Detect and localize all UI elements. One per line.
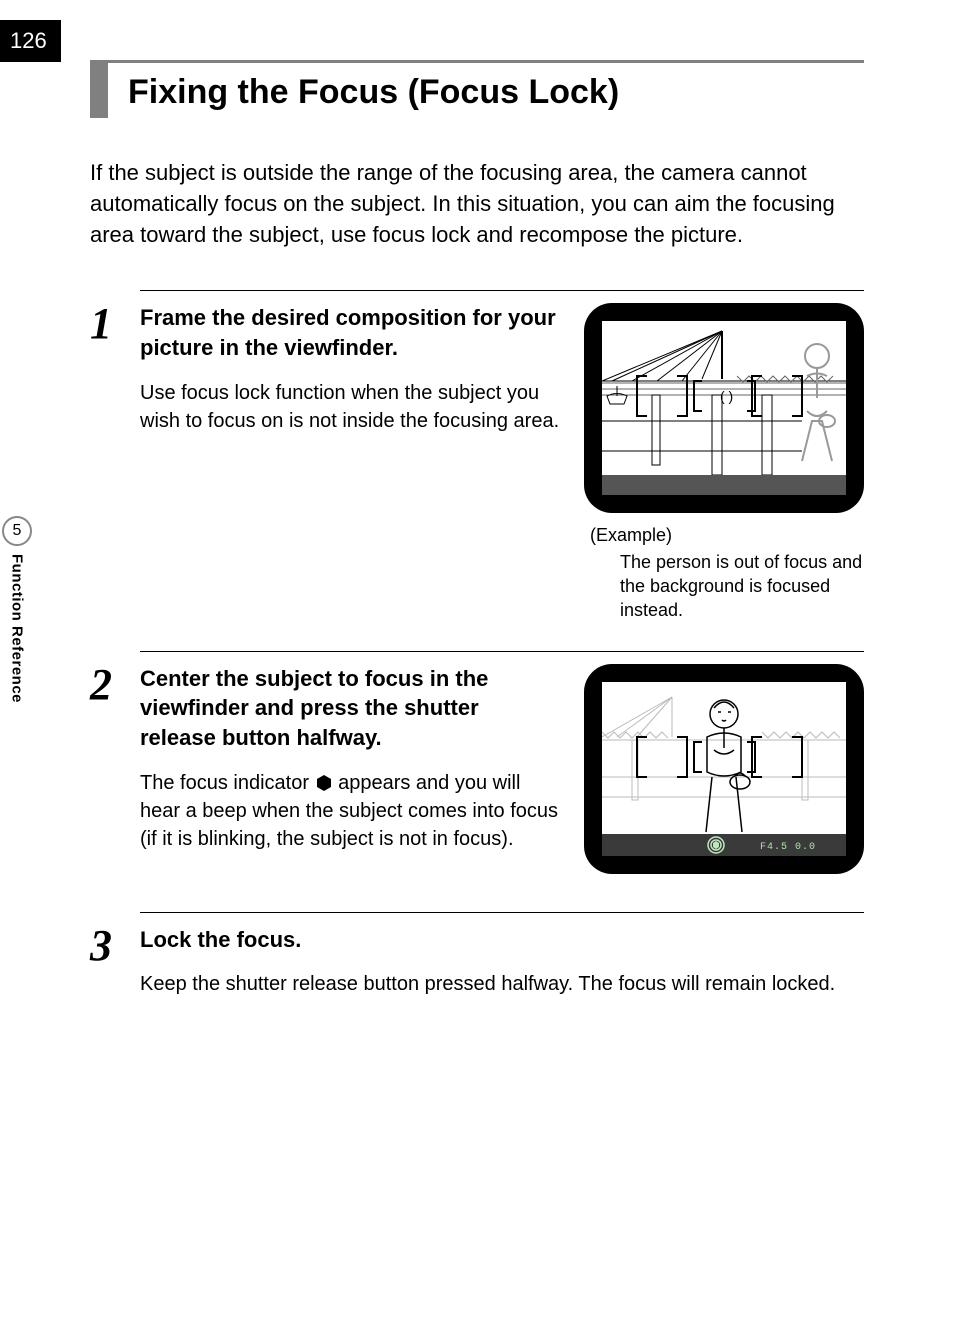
page-content: Fixing the Focus (Focus Lock) If the sub… (0, 0, 954, 998)
step-2: 2 Center the subject to focus in the vie… (90, 651, 864, 884)
exposure-readout: F4.5 0.0 (760, 842, 816, 853)
step-3: 3 Lock the focus. Keep the shutter relea… (90, 912, 864, 999)
step-number: 3 (90, 912, 140, 999)
section-title-row: Fixing the Focus (Focus Lock) (90, 60, 864, 118)
section-title: Fixing the Focus (Focus Lock) (128, 63, 619, 118)
caption-head: (Example) (590, 523, 864, 547)
focus-confirm-icon (706, 835, 726, 855)
svg-text:( ): ( ) (720, 388, 733, 404)
chapter-number-badge: 5 (2, 516, 32, 546)
title-accent-bar (90, 63, 108, 118)
page-number: 126 (0, 20, 61, 62)
chapter-side-tab: 5 Function Reference (0, 516, 34, 703)
step-heading: Frame the desired composition for your p… (140, 303, 560, 362)
step-heading: Lock the focus. (140, 925, 864, 955)
scene-out-of-focus-svg: ( ) (602, 321, 846, 495)
chapter-label: Function Reference (9, 554, 26, 703)
step-description: The focus indicator appears and you will… (140, 769, 560, 853)
example-caption: (Example) The person is out of focus and… (584, 523, 864, 622)
caption-body: The person is out of focus and the backg… (590, 550, 864, 623)
viewfinder-illustration: F4.5 0.0 (584, 664, 864, 874)
step-number: 1 (90, 290, 140, 622)
step-1: 1 Frame the desired composition for your… (90, 290, 864, 622)
viewfinder-illustration: ( ) (584, 303, 864, 513)
scene-in-focus-svg (602, 682, 846, 856)
desc-before: The focus indicator (140, 772, 315, 794)
intro-paragraph: If the subject is outside the range of t… (90, 158, 864, 250)
step-description: Keep the shutter release button pressed … (140, 970, 864, 998)
step-number: 2 (90, 651, 140, 884)
focus-indicator-icon (315, 774, 333, 792)
step-heading: Center the subject to focus in the viewf… (140, 664, 560, 753)
viewfinder-info-bar: F4.5 0.0 (602, 834, 846, 856)
step-description: Use focus lock function when the subject… (140, 379, 560, 435)
